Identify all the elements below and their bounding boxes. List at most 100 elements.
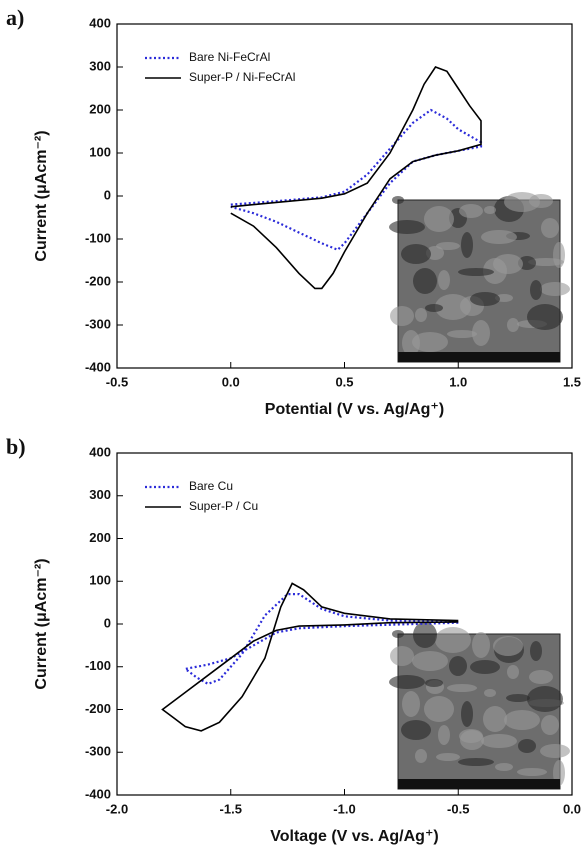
inset-texture: [504, 192, 540, 212]
inset-texture: [436, 242, 460, 250]
inset-texture: [470, 292, 500, 306]
inset-texture: [458, 268, 494, 276]
x-tick-label: -1.5: [220, 801, 242, 816]
inset-texture: [472, 320, 490, 346]
y-tick-label: 100: [89, 573, 111, 588]
x-axis-label: Potential (V vs. Ag/Ag⁺): [265, 401, 444, 418]
y-tick-label: -100: [85, 230, 111, 245]
inset-texture: [415, 749, 427, 763]
inset-scale-bar: [398, 779, 560, 789]
series-line: [230, 108, 483, 252]
y-tick-label: 300: [89, 487, 111, 502]
x-tick-label: 0.0: [222, 374, 240, 389]
y-tick-label: 0: [104, 187, 111, 202]
x-tick-label: -1.0: [333, 801, 355, 816]
inset-texture: [438, 725, 450, 745]
y-tick-label: 100: [89, 144, 111, 159]
inset-texture: [540, 282, 570, 296]
inset-texture: [392, 196, 404, 204]
inset-texture: [401, 244, 431, 264]
inset-texture: [518, 739, 536, 753]
inset-texture: [472, 632, 490, 658]
x-tick-label: 0.0: [563, 801, 581, 816]
inset-texture: [413, 268, 437, 294]
y-tick-label: -100: [85, 658, 111, 673]
inset-texture: [484, 206, 496, 214]
legend-label: Super-P / Ni-FeCrAl: [189, 70, 295, 84]
x-axis-label: Voltage (V vs. Ag/Ag⁺): [270, 828, 438, 845]
inset-texture: [527, 304, 563, 330]
inset-texture: [447, 330, 477, 338]
inset-texture: [390, 646, 414, 666]
series-line: [161, 582, 459, 732]
y-tick-label: 200: [89, 101, 111, 116]
inset-texture: [506, 694, 530, 702]
inset-texture: [484, 689, 496, 697]
inset-texture: [461, 701, 473, 727]
legend-label: Bare Cu: [189, 479, 233, 493]
inset-texture: [424, 206, 454, 232]
inset-texture: [483, 706, 507, 732]
inset-texture: [435, 294, 471, 320]
x-tick-label: -0.5: [106, 374, 128, 389]
y-tick-label: -200: [85, 273, 111, 288]
inset-texture: [413, 622, 437, 648]
inset-texture: [402, 330, 420, 356]
inset-texture: [504, 710, 540, 730]
inset-texture: [470, 660, 500, 674]
inset-texture: [415, 308, 427, 322]
inset-texture: [402, 691, 420, 717]
y-tick-label: 400: [89, 444, 111, 459]
inset-texture: [461, 232, 473, 258]
inset-texture: [540, 744, 570, 758]
panel-label: b): [6, 434, 26, 459]
inset-texture: [447, 684, 477, 692]
y-tick-label: -400: [85, 359, 111, 374]
x-tick-label: 1.0: [449, 374, 467, 389]
panel-label: a): [6, 5, 24, 30]
inset-texture: [507, 665, 519, 679]
inset-texture: [458, 758, 494, 766]
inset-texture: [553, 242, 565, 268]
inset-texture: [390, 306, 414, 326]
y-tick-label: 0: [104, 615, 111, 630]
x-tick-label: -2.0: [106, 801, 128, 816]
x-tick-label: 0.5: [335, 374, 353, 389]
inset-texture: [529, 670, 553, 684]
inset-texture: [507, 318, 519, 332]
x-tick-label: -0.5: [447, 801, 469, 816]
inset-texture: [493, 254, 523, 274]
y-axis-label: Current (μAcm⁻²): [33, 130, 50, 261]
y-tick-label: 200: [89, 530, 111, 545]
legend-label: Bare Ni-FeCrAl: [189, 50, 270, 64]
inset-texture: [530, 641, 542, 661]
series-line: [230, 66, 482, 290]
inset-texture: [436, 753, 460, 761]
y-tick-label: -400: [85, 786, 111, 801]
inset-texture: [438, 270, 450, 290]
y-tick-label: -300: [85, 316, 111, 331]
inset-texture: [493, 636, 523, 656]
inset-texture: [530, 280, 542, 300]
inset-texture: [449, 656, 467, 676]
x-tick-label: 1.5: [563, 374, 581, 389]
series-line: [182, 593, 459, 686]
inset-texture: [541, 715, 559, 735]
inset-texture: [435, 627, 471, 653]
inset-texture: [412, 332, 448, 352]
inset-texture: [392, 630, 404, 638]
inset-texture: [389, 220, 425, 234]
inset-texture: [481, 230, 517, 244]
inset-texture: [425, 679, 443, 687]
y-tick-label: 400: [89, 15, 111, 30]
inset-texture: [517, 768, 547, 776]
inset-texture: [459, 729, 483, 743]
inset-texture: [481, 734, 517, 748]
inset-texture: [541, 218, 559, 238]
inset-texture: [412, 651, 448, 671]
y-tick-label: -300: [85, 744, 111, 759]
inset-texture: [459, 204, 483, 218]
inset-texture: [527, 686, 563, 712]
inset-texture: [401, 720, 431, 740]
